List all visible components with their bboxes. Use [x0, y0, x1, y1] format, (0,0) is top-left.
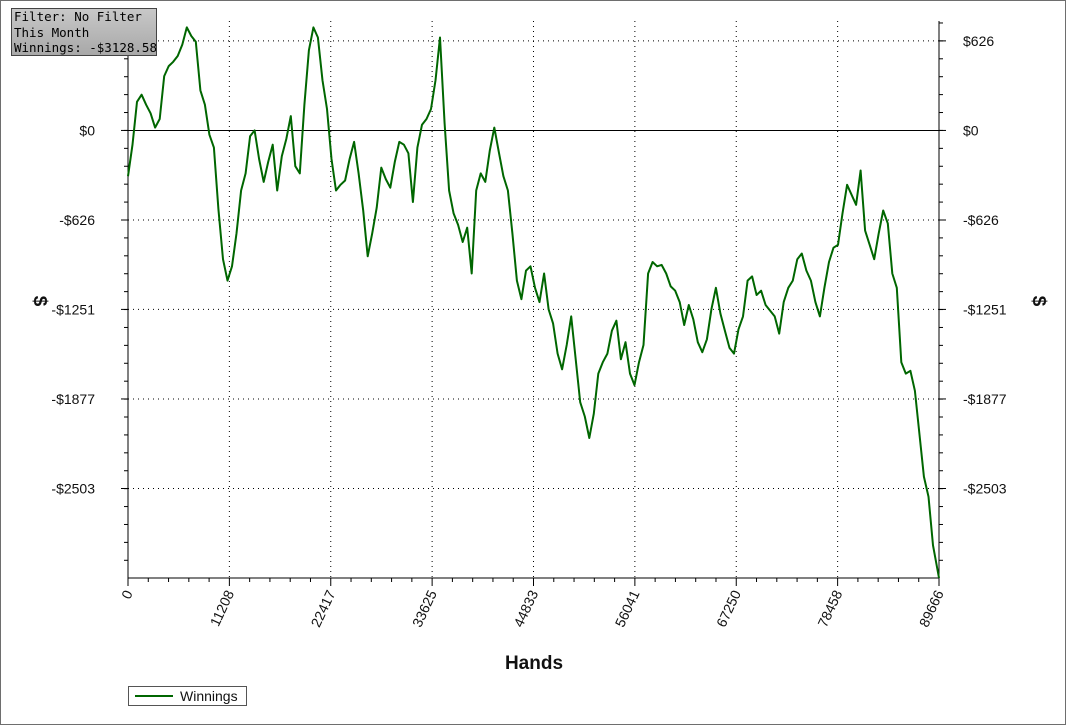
x-tick-label: 0 — [118, 587, 136, 601]
x-tick-label: 22417 — [308, 587, 339, 629]
x-tick-label: 44833 — [510, 587, 541, 629]
y-tick-label-left: -$1251 — [51, 301, 95, 317]
legend: Winnings — [128, 686, 247, 706]
winnings-text: Winnings: -$3128.58 — [14, 40, 157, 55]
x-tick-label: 56041 — [612, 587, 643, 629]
x-tick-label: 33625 — [409, 587, 440, 629]
y-axis-title-right: $ — [1028, 296, 1049, 307]
y-tick-label-right: $626 — [963, 33, 994, 49]
y-tick-label-right: -$1251 — [963, 301, 1007, 317]
y-tick-label-left: -$1877 — [51, 391, 95, 407]
y-axis-title-left: $ — [29, 296, 50, 307]
y-tick-label-left: $0 — [79, 122, 95, 138]
x-tick-labels: 0 11208 22417 33625 44833 56041 67250 78458 8966… — [118, 587, 947, 629]
axis-ticks — [121, 22, 946, 586]
y-tick-label-right: -$2503 — [963, 481, 1007, 497]
legend-label-winnings: Winnings — [180, 688, 238, 704]
y-tick-label-right: $0 — [963, 122, 979, 138]
filter-text: Filter: No Filter — [14, 9, 142, 24]
series-line-winnings — [127, 26, 940, 579]
y-tick-label-left: -$2503 — [51, 481, 95, 497]
x-tick-label: 11208 — [207, 587, 238, 628]
legend-swatch-winnings — [135, 695, 173, 697]
period-text: This Month — [14, 24, 90, 40]
filter-info-box: Filter: No Filter This Month Winnings: -… — [11, 8, 157, 56]
y-tick-labels-right: $626 $0 -$626 -$1251 -$1877 -$2503 — [963, 33, 1007, 497]
plot-area — [128, 21, 939, 578]
x-axis-title: Hands — [505, 653, 563, 674]
x-tick-label: 67250 — [713, 587, 744, 629]
grid-lines — [128, 21, 939, 578]
x-tick-label: 89666 — [916, 587, 947, 629]
y-tick-labels-left: $626$0-$626-$1251-$1877-$2503 — [51, 33, 95, 497]
x-tick-label: 78458 — [814, 587, 845, 629]
y-tick-label-right: -$1877 — [963, 391, 1007, 407]
y-tick-label-left: -$626 — [59, 212, 95, 228]
y-tick-label-right: -$626 — [963, 212, 999, 228]
